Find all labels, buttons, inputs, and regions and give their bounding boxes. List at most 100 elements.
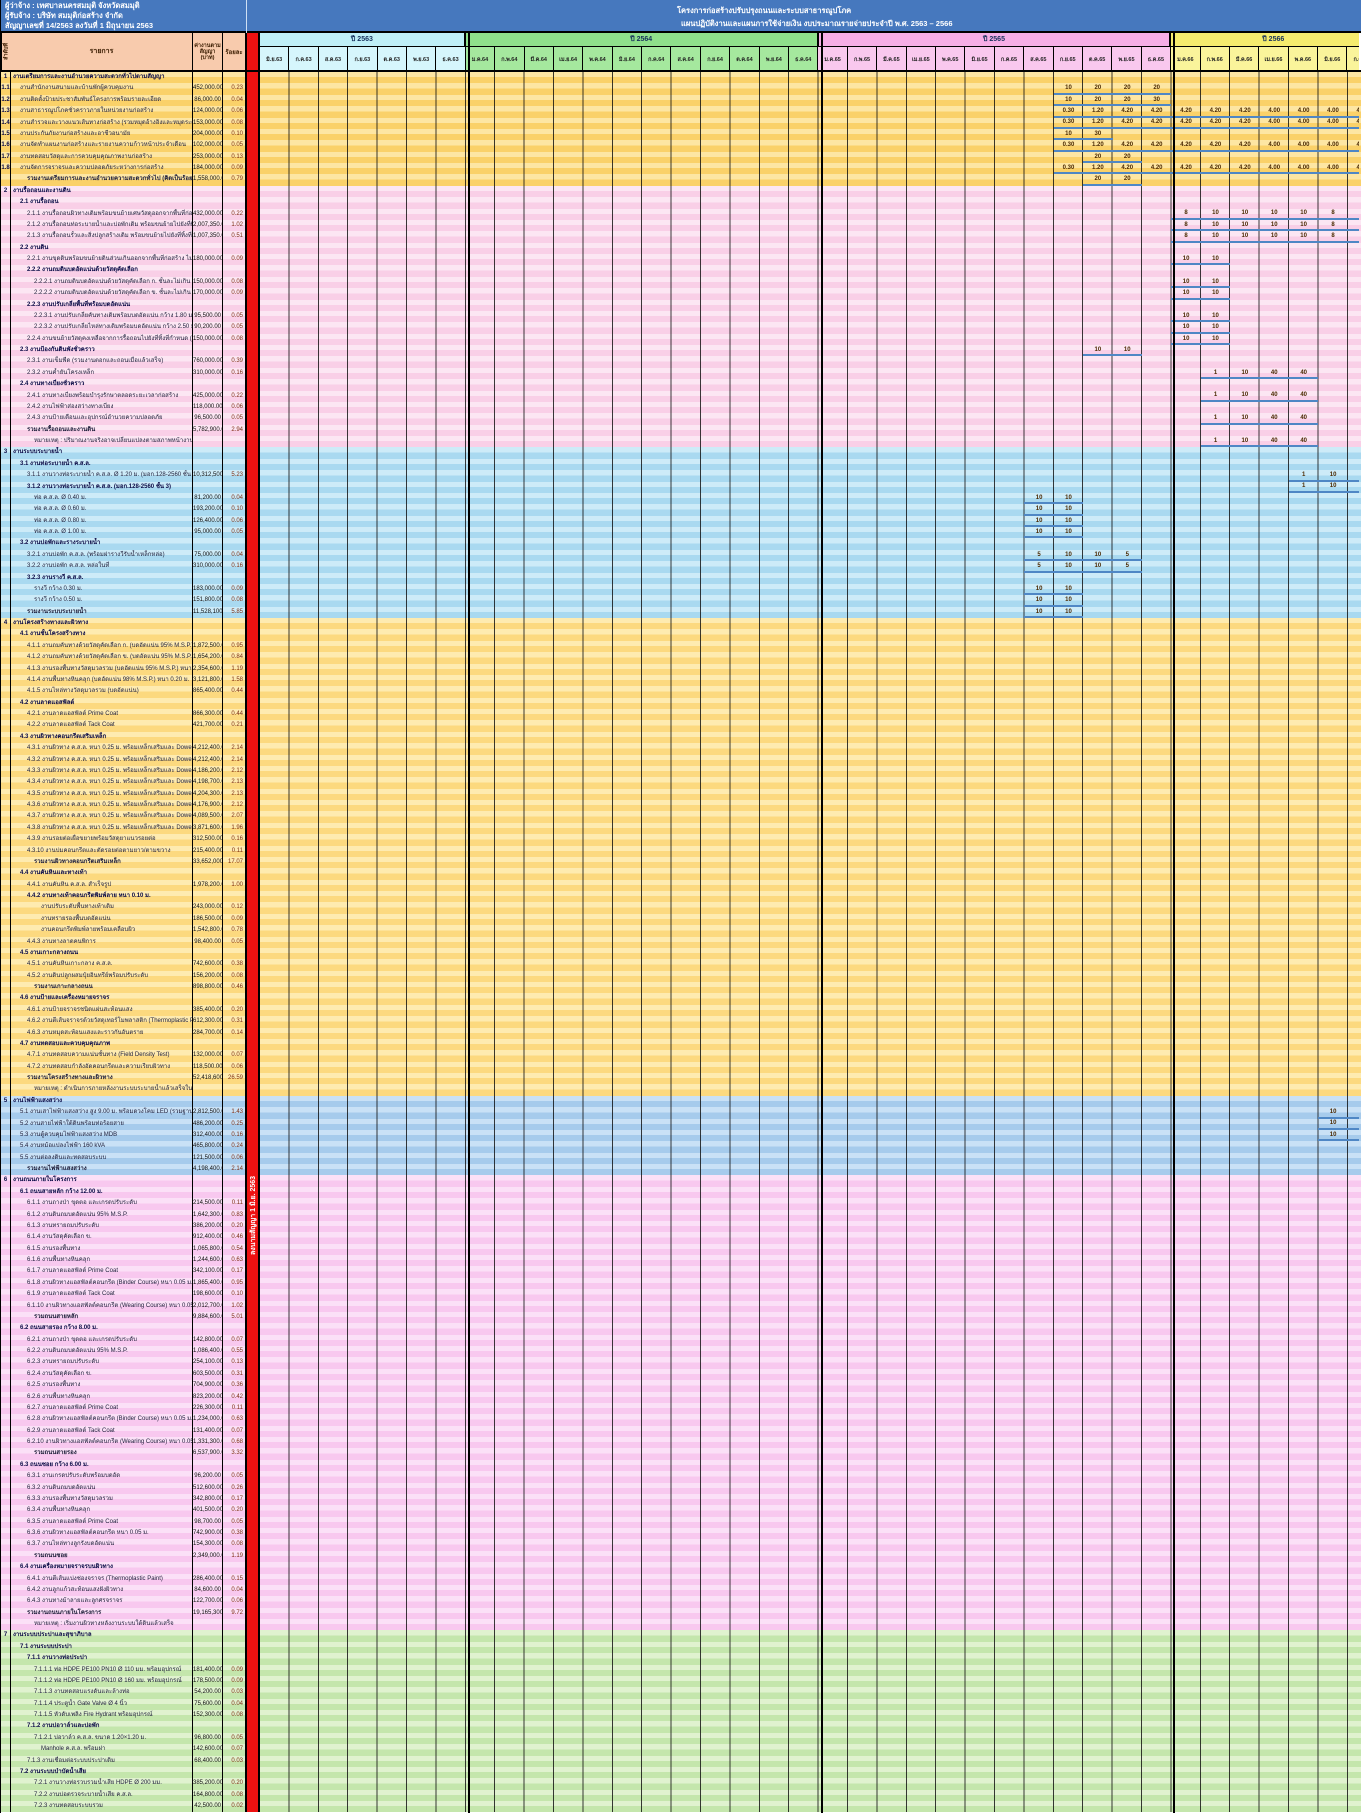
- table-row[interactable]: 6.3.7 งานไหล่ทางลูกรังบดอัดแน่น 154,300.0…: [1, 1539, 1361, 1551]
- row-index-cell[interactable]: [1, 1220, 11, 1233]
- percent-cell[interactable]: 0.16: [223, 561, 247, 573]
- month-header-cell[interactable]: ต.ค.64: [730, 47, 760, 70]
- contract-amount-cell[interactable]: [193, 197, 223, 209]
- item-name-cell[interactable]: 4.1.1 งานถมคันทางด้วยวัสดุคัดเลือก ก. (บ…: [11, 640, 193, 653]
- percent-cell[interactable]: 0.05: [223, 322, 247, 334]
- item-name-cell[interactable]: รวมถนนซอย: [11, 1550, 193, 1563]
- contract-amount-cell[interactable]: 2,007,350.00: [193, 219, 223, 232]
- item-name-cell[interactable]: 4.3.4 งานผิวทาง ค.ส.ล. หนา 0.25 ม. พร้อม…: [11, 777, 193, 789]
- item-name-cell[interactable]: งานโครงสร้างทางและผิวทาง: [11, 618, 193, 630]
- percent-cell[interactable]: 0.08: [223, 595, 247, 607]
- contract-amount-cell[interactable]: 215,400.00: [193, 845, 223, 857]
- row-index-cell[interactable]: [1, 527, 11, 539]
- contract-amount-cell[interactable]: 170,000.00: [193, 288, 223, 300]
- gantt-row-cells[interactable]: [260, 1630, 1359, 1642]
- gantt-row-cells[interactable]: [260, 731, 1359, 744]
- percent-cell[interactable]: 0.06: [223, 1061, 247, 1073]
- gantt-row-cells[interactable]: [260, 1493, 1359, 1506]
- percent-cell[interactable]: 0.20: [223, 1505, 247, 1517]
- percent-cell[interactable]: 0.46: [223, 1232, 247, 1244]
- percent-cell[interactable]: 0.84: [223, 652, 247, 664]
- item-name-cell[interactable]: 4.3 งานผิวทางคอนกรีตเสริมเหล็ก: [11, 731, 193, 744]
- table-row[interactable]: 4.1.4 งานพื้นทางหินคลุก (บดอัดแน่น 98% M…: [1, 674, 1361, 687]
- contract-amount-cell[interactable]: 98,400.00: [193, 936, 223, 948]
- item-name-cell[interactable]: 7.1.1.4 ประตูน้ำ Gate Valve Ø 4 นิ้ว: [11, 1698, 193, 1710]
- gantt-row-cells[interactable]: [260, 1209, 1359, 1221]
- percent-cell[interactable]: [223, 379, 247, 391]
- gantt-row-cells[interactable]: [260, 1084, 1359, 1096]
- row-index-cell[interactable]: [1, 1607, 11, 1619]
- row-index-cell[interactable]: [1, 606, 11, 618]
- gantt-row-cells[interactable]: [260, 822, 1359, 835]
- percent-cell[interactable]: 0.02: [223, 1801, 247, 1813]
- percent-cell[interactable]: 17.07: [223, 856, 247, 869]
- percent-cell[interactable]: 0.22: [223, 390, 247, 402]
- table-row[interactable]: รวมงานโครงสร้างทางและผิวทาง52,418,600.00…: [1, 1073, 1361, 1085]
- table-row[interactable]: 4.3 งานผิวทางคอนกรีตเสริมเหล็ก: [1, 731, 1361, 744]
- contract-amount-cell[interactable]: 386,200.00: [193, 1220, 223, 1233]
- contract-amount-cell[interactable]: [193, 993, 223, 1005]
- contract-amount-cell[interactable]: 385,400.00: [193, 1004, 223, 1017]
- percent-cell[interactable]: 2.07: [223, 811, 247, 823]
- row-index-cell[interactable]: [1, 470, 11, 482]
- gantt-row-cells[interactable]: [260, 1619, 1359, 1631]
- percent-cell[interactable]: 0.03: [223, 1687, 247, 1699]
- table-row[interactable]: 6.2.3 งานทรายถมปรับระดับ 254,100.00 0.13: [1, 1357, 1361, 1369]
- table-row[interactable]: ท่อ ค.ส.ล. Ø 0.80 ม. 126,400.00 0.06 10 10: [1, 515, 1361, 527]
- row-index-cell[interactable]: [1, 800, 11, 812]
- gantt-row-cells[interactable]: 20 20: [260, 151, 1359, 163]
- percent-cell[interactable]: 0.09: [223, 583, 247, 596]
- item-name-cell[interactable]: 4.3.10 งานบ่มคอนกรีตและตัดรอยต่อตามยาว/ต…: [11, 845, 193, 857]
- row-index-cell[interactable]: [1, 390, 11, 402]
- item-name-cell[interactable]: 6.1.7 งานลาดแอสฟัลต์ Prime Coat: [11, 1266, 193, 1278]
- month-header-cell[interactable]: ก.ค.63: [289, 47, 319, 70]
- gantt-row-cells[interactable]: 1 10 40 40: [260, 436, 1359, 448]
- percent-cell[interactable]: [223, 185, 247, 198]
- item-name-cell[interactable]: งานระบบระบายน้ำ: [11, 447, 193, 459]
- item-name-cell[interactable]: 4.7 งานทดสอบและควบคุมคุณภาพ: [11, 1038, 193, 1051]
- gantt-row-cells[interactable]: [260, 743, 1359, 755]
- table-row[interactable]: 2.2.3 งานปรับเกลี่ยพื้นที่พร้อมบดอัดแน่น: [1, 299, 1361, 311]
- gantt-row-cells[interactable]: [260, 993, 1359, 1005]
- item-name-cell[interactable]: 6.3.6 งานผิวทางแอสฟัลต์คอนกรีต หนา 0.05 …: [11, 1528, 193, 1540]
- table-row[interactable]: 4.3.4 งานผิวทาง ค.ส.ล. หนา 0.25 ม. พร้อม…: [1, 777, 1361, 789]
- gantt-row-cells[interactable]: [260, 1289, 1359, 1301]
- row-index-cell[interactable]: [1, 561, 11, 573]
- row-index-cell[interactable]: [1, 1641, 11, 1654]
- gantt-row-cells[interactable]: [260, 936, 1359, 948]
- item-name-cell[interactable]: 4.5 งานเกาะกลางถนน: [11, 947, 193, 960]
- item-name-cell[interactable]: 7.2.1 งานวางท่อรวบรวมน้ำเสีย HDPE Ø 200 …: [11, 1778, 193, 1790]
- contract-amount-cell[interactable]: 204,000.00: [193, 128, 223, 141]
- gantt-row-cells[interactable]: [260, 1675, 1359, 1688]
- table-row[interactable]: 6.2.2 งานดินถมบดอัดแน่น 95% M.S.P. 1,086,…: [1, 1346, 1361, 1358]
- table-row[interactable]: 6.2.1 งานถางป่า ขุดตอ และเกรดปรับระดับ 14…: [1, 1334, 1361, 1346]
- table-row[interactable]: 6.4 งานเครื่องหมายจราจรบนผิวทาง: [1, 1562, 1361, 1574]
- table-row[interactable]: ท่อ ค.ส.ล. Ø 0.60 ม. 193,200.00 0.10 10 10: [1, 504, 1361, 516]
- percent-cell[interactable]: 0.04: [223, 94, 247, 107]
- table-row[interactable]: 4.4.3 งานทางลาดคนพิการ 98,400.00 0.05: [1, 936, 1361, 948]
- table-row[interactable]: 7.1.1 งานวางท่อประปา: [1, 1653, 1361, 1665]
- table-row[interactable]: 4.6.3 งานหมุดสะท้อนแสงและราวกันอันตราย 28…: [1, 1027, 1361, 1039]
- gantt-row-cells[interactable]: [260, 242, 1359, 254]
- item-name-cell[interactable]: งานคอนกรีตพิมพ์ลายพร้อมเคลือบผิว: [11, 925, 193, 937]
- table-row[interactable]: 3.2.1 งานบ่อพัก ค.ส.ล. (พร้อมฝารางวีรับน…: [1, 549, 1361, 562]
- row-index-cell[interactable]: [1, 936, 11, 948]
- table-row[interactable]: 3.1.2 งานวางท่อระบายน้ำ ค.ส.ล. (มอก.128-…: [1, 481, 1361, 493]
- table-row[interactable]: 7.1.1.5 หัวดับเพลิง Fire Hydrant พร้อมอุ…: [1, 1710, 1361, 1722]
- contract-amount-cell[interactable]: 4,198,700.00: [193, 777, 223, 789]
- gantt-row-cells[interactable]: [260, 1562, 1359, 1574]
- row-index-cell[interactable]: [1, 379, 11, 391]
- row-index-cell[interactable]: [1, 834, 11, 846]
- gantt-row-cells[interactable]: [260, 1641, 1359, 1654]
- row-index-cell[interactable]: [1, 1084, 11, 1096]
- gantt-row-cells[interactable]: [260, 265, 1359, 277]
- contract-amount-cell[interactable]: 1,065,800.00: [193, 1243, 223, 1255]
- row-index-cell[interactable]: [1, 1038, 11, 1051]
- row-index-cell[interactable]: [1, 219, 11, 232]
- contract-amount-cell[interactable]: [193, 618, 223, 630]
- item-name-cell[interactable]: ท่อ ค.ส.ล. Ø 0.40 ม.: [11, 492, 193, 505]
- row-index-cell[interactable]: [1, 1323, 11, 1335]
- percent-cell[interactable]: 5.85: [223, 606, 247, 618]
- contract-amount-cell[interactable]: [193, 1619, 223, 1631]
